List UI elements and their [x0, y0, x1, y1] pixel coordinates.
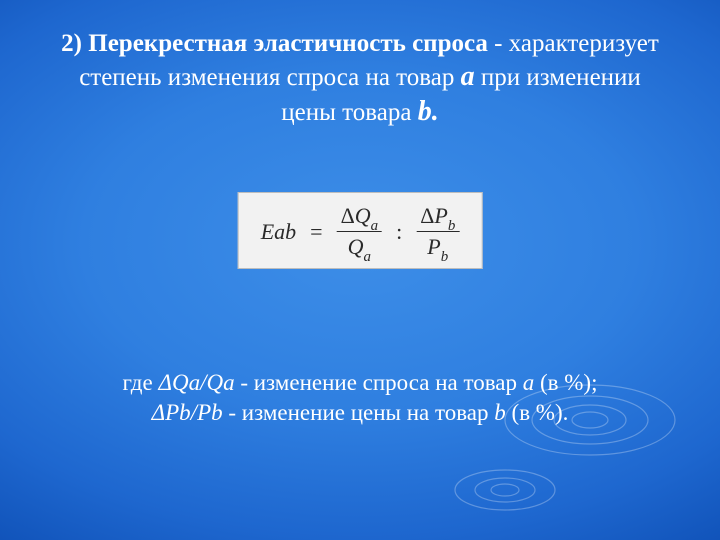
slide: 2) Перекрестная эластичность спроса - ха…: [0, 0, 720, 540]
frac1-delta: Δ: [341, 203, 355, 228]
formula-fraction-1: ΔQa Qa: [337, 203, 383, 260]
formula-fraction-2: ΔPb Pb: [416, 203, 459, 260]
legend2-post: - изменение цены на товар: [223, 400, 495, 425]
legend1-var: a: [523, 370, 535, 395]
frac1-num-sub: a: [371, 218, 378, 234]
legend1-post: - изменение спроса на товар: [235, 370, 523, 395]
legend-line-2: ΔPb/Pb - изменение цены на товар b (в %)…: [50, 398, 670, 428]
frac2-delta: Δ: [420, 203, 434, 228]
frac1-den-sub: a: [364, 249, 371, 265]
formula-lhs: Eab: [261, 219, 296, 245]
formula-box: Eab = ΔQa Qa : ΔPb Pb: [238, 192, 483, 269]
legend1-tail: (в %);: [534, 370, 597, 395]
heading-var-b: b.: [418, 96, 439, 127]
formula-divider: :: [396, 219, 402, 245]
slide-heading: 2) Перекрестная эластичность спроса - ха…: [50, 28, 670, 129]
frac2-num-sym: P: [434, 203, 447, 228]
frac2-den-sym: P: [427, 234, 440, 259]
legend-line-1: где ΔQa/Qa - изменение спроса на товар a…: [50, 368, 670, 398]
legend1-expr: ΔQa/Qa: [158, 370, 234, 395]
frac2-num-sub: b: [448, 218, 455, 234]
frac2-den-sub: b: [441, 249, 448, 265]
frac1-num-sym: Q: [355, 203, 371, 228]
legend2-tail: (в %).: [506, 400, 569, 425]
formula-eq: =: [310, 219, 322, 245]
formula-legend: где ΔQa/Qa - изменение спроса на товар a…: [50, 368, 670, 428]
legend1-pre: где: [123, 370, 159, 395]
heading-title: 2) Перекрестная эластичность спроса: [61, 30, 488, 57]
heading-var-a: a: [461, 61, 475, 92]
legend2-expr: ΔPb/Pb: [152, 400, 223, 425]
legend2-var: b: [494, 400, 506, 425]
frac1-den-sym: Q: [348, 234, 364, 259]
